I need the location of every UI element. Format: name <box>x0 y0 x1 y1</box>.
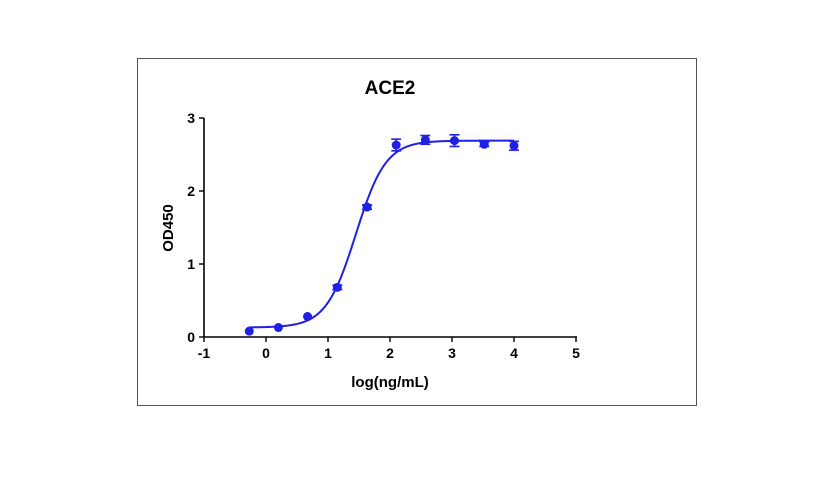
y-tick-label: 3 <box>187 110 195 126</box>
data-point <box>449 133 460 148</box>
y-axis-label: OD450 <box>160 204 177 252</box>
fit-curve <box>249 139 515 329</box>
data-marker <box>303 312 313 322</box>
data-marker <box>509 141 519 151</box>
data-point <box>303 312 313 322</box>
data-marker <box>273 323 283 333</box>
data-marker <box>391 140 401 150</box>
x-tick-label: 2 <box>386 345 394 361</box>
axes <box>203 118 577 338</box>
x-tick-label: 5 <box>572 345 580 361</box>
data-points <box>244 133 519 336</box>
x-tick-label: -1 <box>198 345 211 361</box>
y-tick-label: 0 <box>187 329 195 345</box>
x-axis-label: log(ng/mL) <box>351 374 428 391</box>
x-tick-label: 4 <box>510 345 518 361</box>
chart-frame <box>137 58 697 406</box>
data-marker <box>332 282 342 292</box>
y-axis-ticks: 0 1 2 3 <box>187 110 204 345</box>
data-point <box>332 282 343 292</box>
data-marker <box>479 139 489 149</box>
y-tick-label: 2 <box>187 183 195 199</box>
x-tick-label: 3 <box>448 345 456 361</box>
x-tick-label: 0 <box>262 345 270 361</box>
data-point <box>273 323 283 333</box>
data-point <box>391 138 402 152</box>
data-marker <box>420 135 430 145</box>
x-tick-label: 1 <box>324 345 332 361</box>
data-point <box>479 139 490 149</box>
data-marker <box>362 202 372 212</box>
chart-title: ACE2 <box>365 78 416 99</box>
x-axis-ticks: -1 0 1 2 3 4 5 <box>198 337 580 361</box>
data-point <box>362 202 373 212</box>
y-tick-label: 1 <box>187 256 195 272</box>
data-marker <box>244 326 254 336</box>
data-point <box>509 140 519 151</box>
data-point <box>420 134 431 146</box>
data-point <box>244 326 254 336</box>
data-marker <box>449 136 459 146</box>
